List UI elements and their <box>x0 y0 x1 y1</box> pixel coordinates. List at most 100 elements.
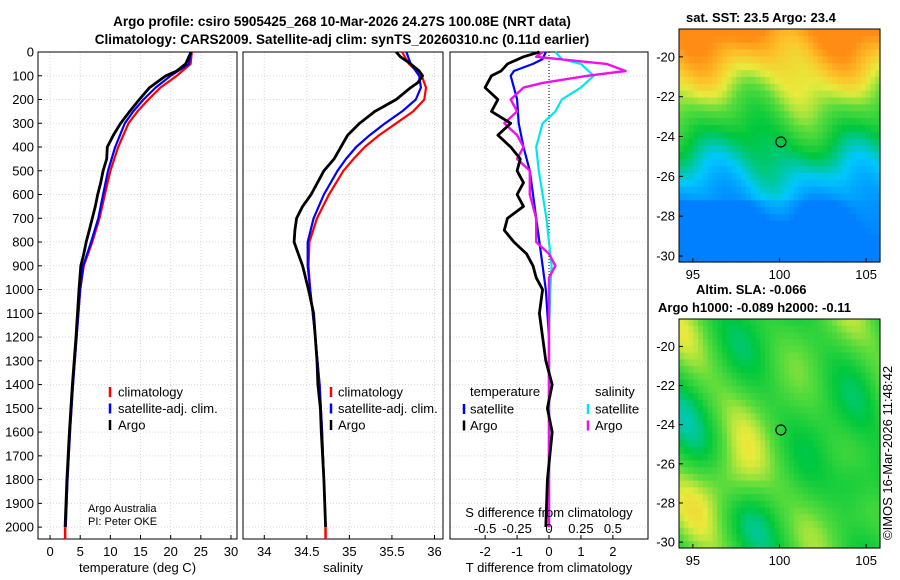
map-cell <box>827 393 833 401</box>
float-position-marker <box>775 136 787 148</box>
map-cell <box>856 473 862 482</box>
map-cell <box>755 521 761 529</box>
map-cell <box>722 63 728 71</box>
map-cell <box>803 172 809 181</box>
map-cell <box>750 42 757 51</box>
map-cell <box>846 393 852 401</box>
map-cell <box>832 514 838 522</box>
map-cell <box>779 339 785 347</box>
map-cell <box>784 138 790 147</box>
map-cell <box>702 241 709 249</box>
map-cell <box>851 339 857 347</box>
map-cell <box>846 70 852 78</box>
map-cell <box>688 332 694 340</box>
x-tick-label: 2 <box>609 544 616 559</box>
map-cell <box>846 433 852 441</box>
map-cell <box>760 325 766 334</box>
map-cell <box>688 166 694 174</box>
map-cell <box>808 446 814 455</box>
map-cell <box>836 379 843 387</box>
x-tick-label: 15 <box>133 544 147 559</box>
map-cell <box>702 152 709 160</box>
map-cell <box>798 527 805 536</box>
map-cell <box>793 248 800 256</box>
map-cell <box>875 172 881 181</box>
map-cell <box>679 97 685 105</box>
map-cell <box>875 386 881 394</box>
map-cell <box>822 460 828 468</box>
map-cell <box>755 145 761 153</box>
map-cell <box>875 186 881 195</box>
map-cell <box>784 345 790 354</box>
map-cell <box>736 406 742 414</box>
map-cell <box>865 339 872 347</box>
map-cell <box>726 90 733 99</box>
map-cell <box>779 345 785 354</box>
map-cell <box>702 70 709 78</box>
map-cell <box>875 179 881 188</box>
map-cell <box>803 514 809 522</box>
map-cell <box>865 426 872 435</box>
map-cell <box>832 49 838 58</box>
map-cell <box>769 63 776 71</box>
map-cell <box>836 255 843 263</box>
map-cell <box>774 467 781 475</box>
map-cell <box>679 453 685 462</box>
map-cell <box>875 352 881 361</box>
map-cell <box>846 227 852 236</box>
map-cell <box>702 426 709 435</box>
map-cell <box>765 131 771 140</box>
map-cell <box>726 473 733 482</box>
map-cell <box>813 460 819 468</box>
map-cell <box>779 467 785 475</box>
map-cell <box>698 440 704 448</box>
map-y-tick-label: -20 <box>656 49 675 64</box>
map-cell <box>750 460 757 468</box>
map-cell <box>726 97 733 105</box>
map-cell <box>832 420 838 428</box>
map-cell <box>741 500 747 509</box>
y-tick-label: 1400 <box>5 377 34 392</box>
map-cell <box>841 393 848 401</box>
map-cell <box>870 514 876 522</box>
map-cell <box>798 433 805 441</box>
map-cell <box>774 366 781 374</box>
map-cell <box>726 494 733 502</box>
map-cell <box>722 440 728 448</box>
map-cell <box>760 200 766 208</box>
map-cell <box>798 446 805 455</box>
map-cell <box>755 111 761 119</box>
map-cell <box>822 193 828 201</box>
map-cell <box>688 131 694 140</box>
map-cell <box>731 325 738 334</box>
map-cell <box>774 220 781 229</box>
map-cell <box>698 399 704 408</box>
map-cell <box>769 339 776 347</box>
map-cell <box>702 186 709 195</box>
map-cell <box>774 227 781 236</box>
map-cell <box>836 131 843 140</box>
map-cell <box>722 200 728 208</box>
map-cell <box>726 29 733 37</box>
legend-label: Argo <box>118 418 145 433</box>
map-cell <box>836 446 843 455</box>
map-cell <box>736 227 742 236</box>
map-cell <box>765 70 771 78</box>
map-x-tick-label: 95 <box>686 267 700 282</box>
map-cell <box>736 35 742 44</box>
map-cell <box>712 111 718 119</box>
map-cell <box>722 453 728 462</box>
map-cell <box>693 118 699 126</box>
map-cell <box>832 379 838 387</box>
map-cell <box>832 70 838 78</box>
map-cell <box>865 480 872 488</box>
map-cell <box>846 35 852 44</box>
map-cell <box>870 159 876 167</box>
map-cell <box>803 494 809 502</box>
map-cell <box>693 433 699 441</box>
map-cell <box>722 131 728 140</box>
map-cell <box>813 193 819 201</box>
map-cell <box>679 159 685 167</box>
map-cell <box>693 413 699 421</box>
map-cell <box>841 227 848 236</box>
